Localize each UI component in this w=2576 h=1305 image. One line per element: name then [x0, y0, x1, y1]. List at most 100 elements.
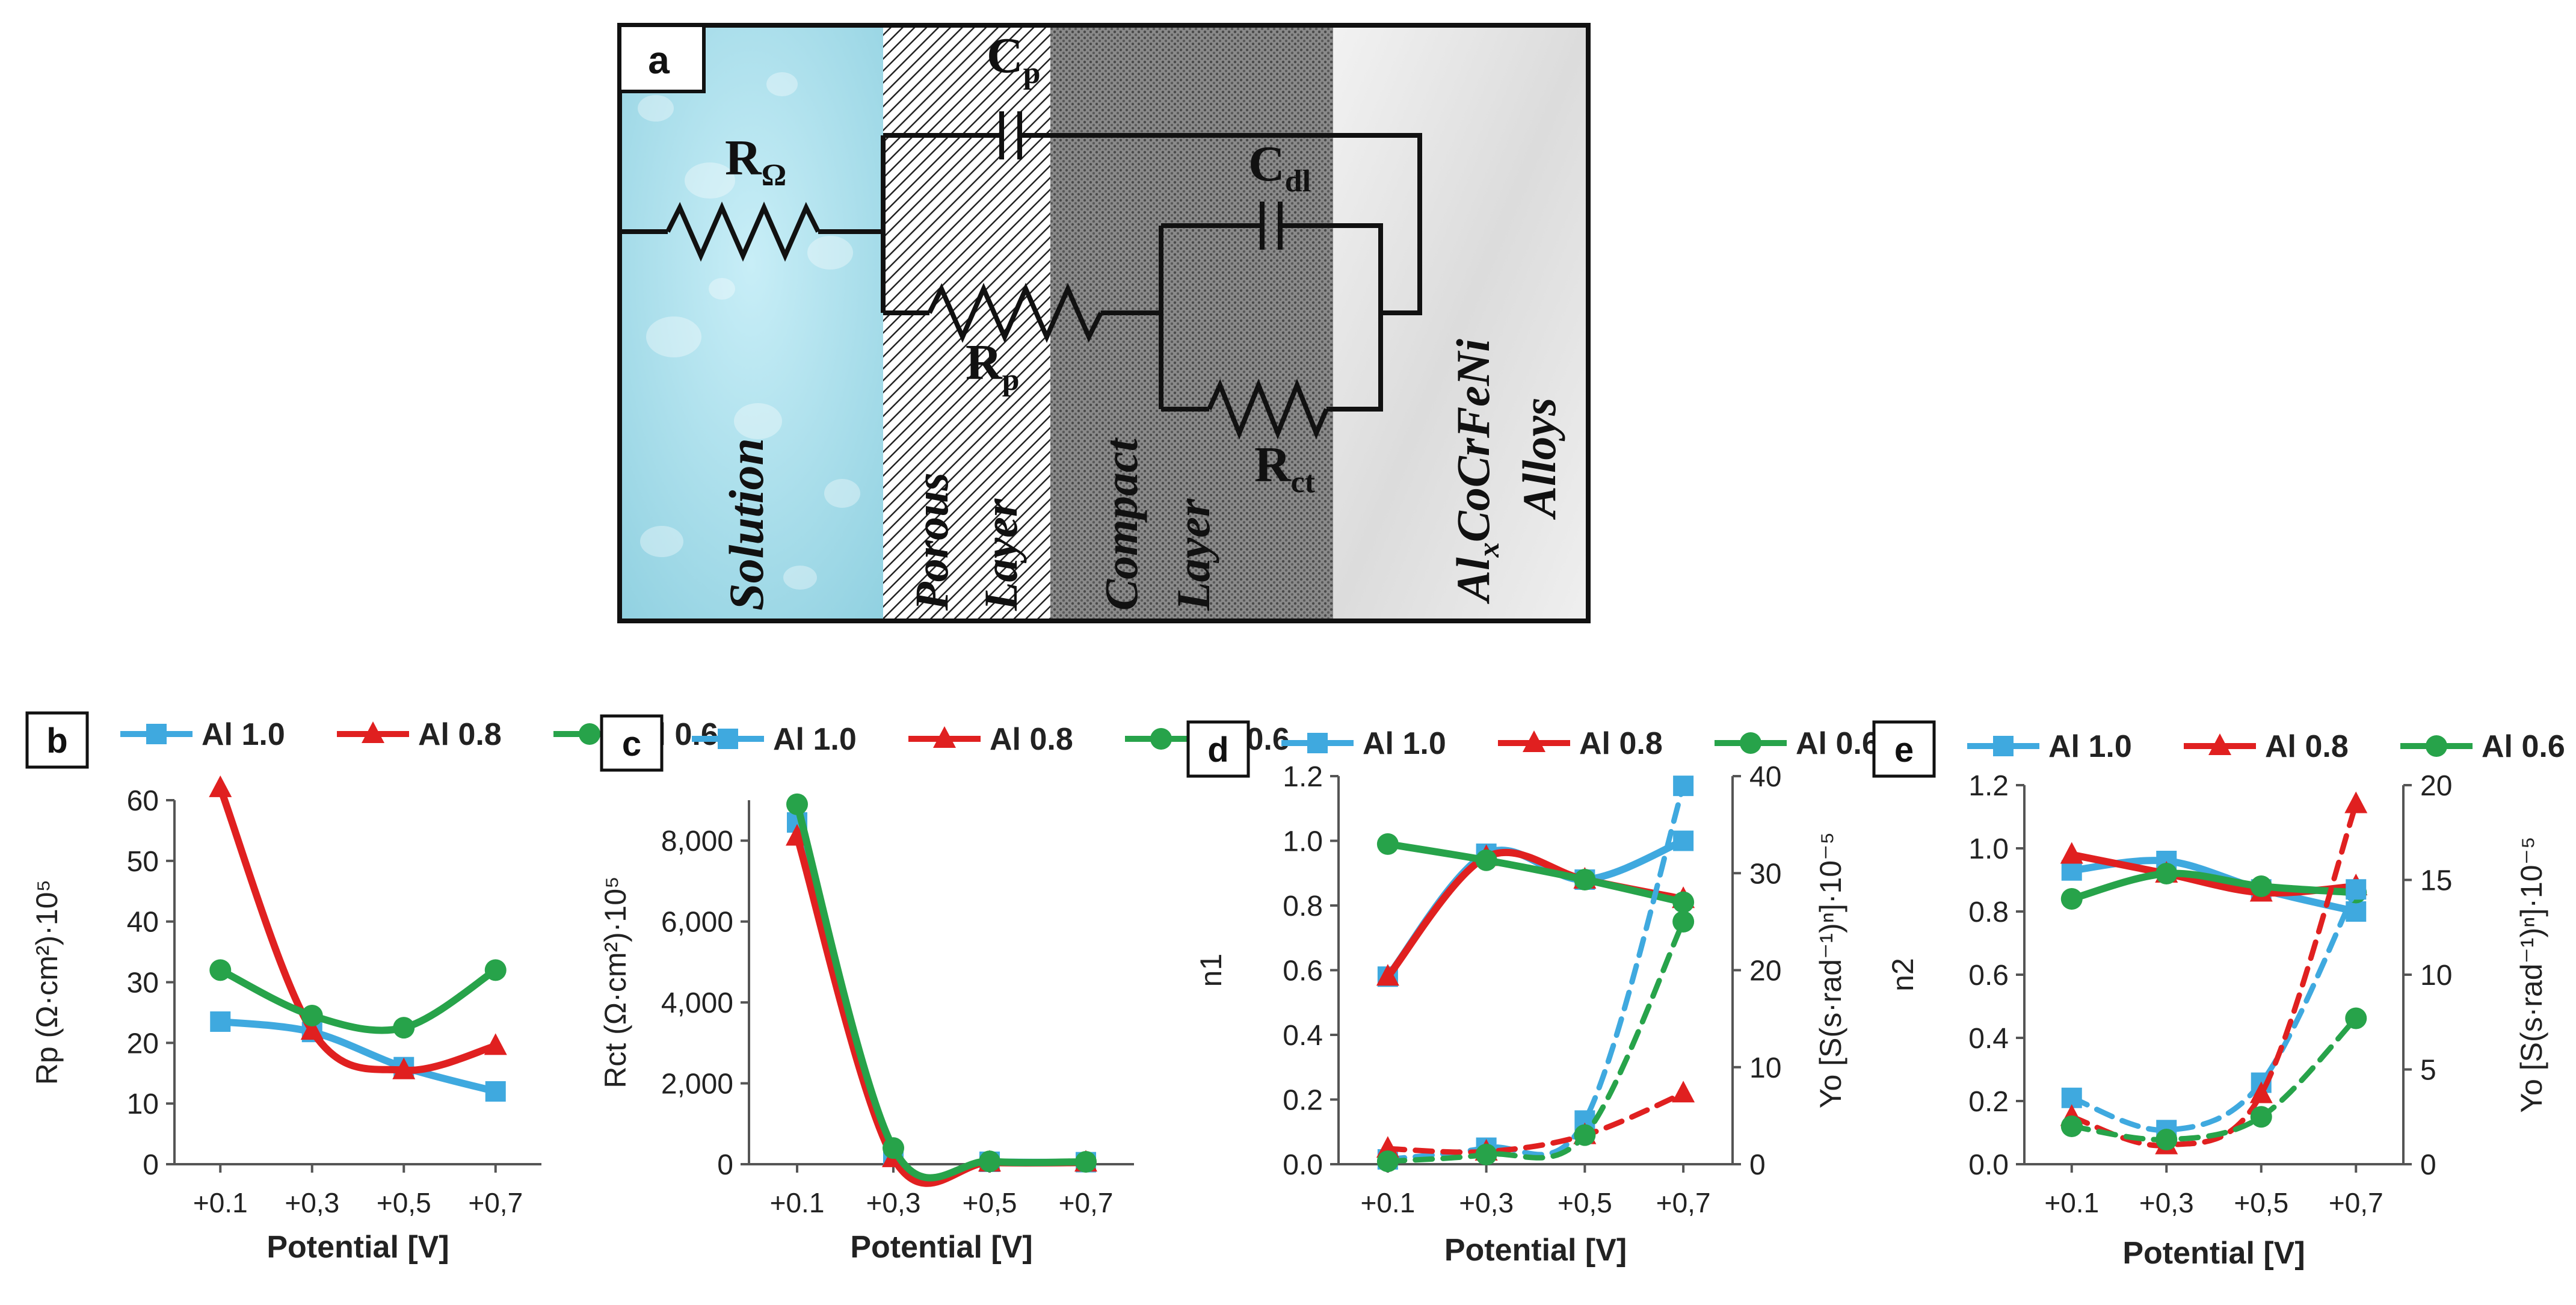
x-tick-label: +0,7: [468, 1187, 523, 1218]
data-point: [1672, 910, 1695, 933]
series-line: [793, 833, 1089, 1187]
y-tick-label: 1.0: [1283, 826, 1323, 858]
resistor-rct: [1207, 378, 1329, 440]
series-line: [2069, 886, 2359, 1133]
resistor-rp: [927, 283, 1103, 343]
y2-tick-label: 5: [2420, 1055, 2436, 1087]
region-labels: Solution Porous Layer Compact Layer AlxC…: [719, 339, 1565, 611]
svg-text:Rct: Rct: [1254, 437, 1316, 499]
legend: Al 1.0 Al 0.8 Al 0.6: [1281, 726, 1879, 761]
rct-label: R: [1254, 437, 1292, 493]
y-tick-label: 0.2: [1968, 1086, 2009, 1118]
data-point: [786, 793, 808, 815]
data-point: [1475, 849, 1497, 871]
label-porous: Porous: [905, 472, 958, 611]
series-line: [793, 800, 1089, 1182]
legend-label: Al 0.8: [990, 722, 1073, 757]
y2-tick-label: 10: [1749, 1052, 1781, 1084]
data-point: [300, 1018, 324, 1040]
data-point: [301, 1004, 323, 1026]
y-tick-label: 0: [143, 1149, 159, 1181]
y-tick-label: 60: [127, 785, 159, 817]
rp-sub: p: [1002, 363, 1020, 397]
x-tick-label: +0.1: [770, 1187, 825, 1218]
x-tick-label: +0,7: [1656, 1187, 1711, 1218]
data-point: [2249, 1081, 2273, 1103]
data-point: [1075, 1150, 1097, 1173]
region-solution: [620, 25, 883, 621]
panel-label: c: [622, 724, 641, 764]
data-point: [979, 1150, 1000, 1173]
legend-marker: [1993, 736, 2014, 756]
data-point: [1672, 1081, 1695, 1103]
y2-tick-label: 40: [1749, 761, 1781, 793]
legend-marker: [933, 726, 956, 748]
series-line: [1385, 783, 1686, 1162]
y-axis-title: Rp (Ω·cm²)·10⁵: [30, 880, 64, 1085]
y-tick-label: 50: [127, 846, 159, 878]
panel-label-box: [25, 711, 89, 769]
panel-label: d: [1207, 730, 1228, 770]
svg-text:Cdl: Cdl: [1248, 136, 1311, 199]
x-tick-label: +0,5: [963, 1187, 1017, 1218]
series-line: [2069, 801, 2359, 1149]
resistor-r-omega: [665, 202, 821, 262]
series-al-0-8: [209, 775, 507, 1079]
rct-sub: ct: [1291, 465, 1316, 499]
label-solution: Solution: [719, 438, 774, 611]
x-tick-label: +0,3: [1459, 1187, 1514, 1218]
x-tick-label: +0.1: [193, 1187, 248, 1218]
chart-e: e Al 1.0 Al 0.8 Al 0.6 0.0 0.2 0.4 0.6 0.8 1.0 1.2…: [1872, 720, 2565, 1271]
legend-label: Al 1.0: [773, 722, 857, 757]
legend-marker: [362, 721, 384, 743]
series-al-1-0: [787, 812, 1096, 1186]
y2-tick-label: 0: [2420, 1149, 2436, 1181]
cdl-sub: dl: [1285, 164, 1311, 199]
y-tick-label: 6,000: [661, 907, 733, 939]
data-point: [209, 775, 232, 797]
legend-marker: [2426, 735, 2447, 757]
label-alloy-x: x: [1471, 542, 1505, 558]
svg-text:Cp: Cp: [987, 28, 1041, 90]
panel-label: b: [46, 721, 67, 760]
data-point: [2060, 842, 2083, 864]
series-al-0-8-yo: [1376, 1081, 1695, 1161]
series-line: [217, 1018, 499, 1095]
x-axis-title: Potential [V]: [850, 1230, 1032, 1265]
data-point: [484, 1033, 507, 1055]
y-tick-label: 0.0: [1283, 1149, 1323, 1181]
data-point: [2250, 875, 2272, 897]
data-point: [2060, 1115, 2083, 1137]
data-point: [2344, 791, 2368, 813]
y-tick-label: 0.8: [1283, 890, 1323, 922]
water-drops: [638, 72, 860, 590]
y-axis-title: n1: [1194, 954, 1228, 987]
data-point: [1475, 1143, 1497, 1165]
legend-label: Al 1.0: [202, 717, 285, 752]
y2-axis-title: Yo [S(s·rad⁻¹)ⁿ]·10⁻⁵: [1814, 832, 1847, 1108]
svg-text:Rp: Rp: [966, 335, 1020, 397]
panel-a-label-box: [618, 23, 706, 93]
x-tick-label: +0,5: [2234, 1187, 2288, 1218]
panel-label-box: [1186, 720, 1250, 778]
series-al-0-6: [786, 793, 1097, 1182]
y-tick-label: 40: [127, 907, 159, 939]
data-point: [1376, 833, 1399, 855]
y-tick-label: 0.4: [1283, 1020, 1323, 1052]
y-tick-label: 1.0: [1968, 833, 2009, 865]
x-tick-label: +0.1: [2044, 1187, 2099, 1218]
y2-axis-title: Yo [S(s·rad⁻¹)ⁿ]·10⁻⁵: [2515, 836, 2548, 1112]
data-point: [2346, 879, 2367, 900]
series-line: [217, 966, 499, 1034]
series-al-0-6: [1376, 833, 1695, 913]
data-point: [1672, 891, 1695, 913]
legend-label: Al 0.8: [418, 717, 502, 752]
y-tick-label: 0.6: [1968, 960, 2009, 992]
series-line: [1385, 919, 1686, 1164]
y-tick-label: 2,000: [661, 1069, 733, 1100]
y2-tick-label: 20: [1749, 955, 1781, 987]
label-alloys: Alloys: [1513, 398, 1565, 520]
y2-tick-label: 30: [1749, 858, 1781, 890]
data-point: [1376, 1150, 1399, 1173]
data-point: [2346, 901, 2367, 922]
